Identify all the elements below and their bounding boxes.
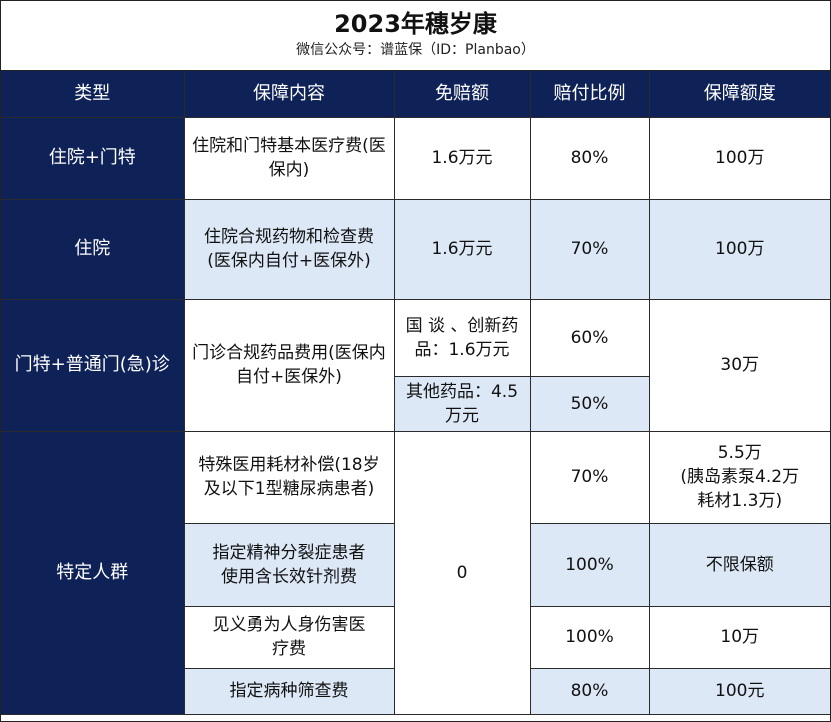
title-block: 2023年穗岁康 微信公众号：谱蓝保（ID：Planbao） — [1, 1, 830, 71]
column-header-ratio: 赔付比例 — [529, 71, 650, 118]
column-header-amount: 保障额度 — [648, 71, 830, 118]
amount-cell: 100万 — [648, 198, 830, 300]
column-header-type: 类型 — [1, 71, 185, 118]
table-row: 门特+普通门(急)诊 门诊合规药品费用(医保内自付+医保外) 国 谈 、创新药品… — [1, 298, 830, 432]
deductible-cell: 0 — [393, 430, 531, 715]
amount-cell: 5.5万 (胰岛素泵4.2万 耗材1.3万) — [648, 430, 830, 524]
page-subtitle: 微信公众号：谱蓝保（ID：Planbao） — [296, 42, 535, 58]
ratio-cell: 60% — [529, 298, 650, 377]
table-row: 见义勇为人身伤害医疗费 100% 10万 — [1, 605, 830, 669]
header-row: 类型 保障内容 免赔额 赔付比例 保障额度 — [1, 71, 830, 118]
benefit-table: 类型 保障内容 免赔额 赔付比例 保障额度 住院+门特 住院和门特基本医疗费(医… — [1, 71, 830, 715]
ratio-cell: 100% — [529, 605, 650, 669]
ratio-cell: 70% — [529, 198, 650, 300]
amount-cell: 100元 — [648, 667, 830, 715]
deductible-cell: 1.6万元 — [393, 198, 531, 300]
column-header-deductible: 免赔额 — [393, 71, 531, 118]
content-cell: 门诊合规药品费用(医保内自付+医保外) — [183, 298, 395, 432]
ratio-cell: 100% — [529, 522, 650, 607]
amount-line: 5.5万 — [717, 443, 762, 463]
amount-line: (胰岛素泵4.2万 — [680, 467, 800, 487]
table-row: 住院 住院合规药物和检查费(医保内自付+医保外) 1.6万元 70% 100万 — [1, 198, 830, 300]
content-cell: 特殊医用耗材补偿(18岁及以下1型糖尿病患者) — [183, 430, 395, 524]
type-cell: 住院+门特 — [1, 116, 185, 200]
deductible-cell: 其他药品：4.5万元 — [394, 375, 531, 432]
content-cell: 见义勇为人身伤害医疗费 — [184, 605, 395, 669]
ratio-cell: 80% — [529, 116, 650, 200]
deductible-cell: 1.6万元 — [393, 116, 531, 200]
amount-cell: 30万 — [648, 298, 830, 432]
content-cell: 指定病种筛查费 — [184, 667, 395, 715]
content-cell: 住院合规药物和检查费(医保内自付+医保外) — [183, 198, 395, 300]
table-row: 住院+门特 住院和门特基本医疗费(医保内) 1.6万元 80% 100万 — [1, 116, 830, 200]
content-cell: 指定精神分裂症患者使用含长效针剂费 — [184, 522, 395, 607]
ratio-cell: 70% — [529, 430, 650, 524]
amount-cell: 不限保额 — [648, 522, 830, 607]
page-title: 2023年穗岁康 — [334, 10, 497, 38]
ratio-cell: 80% — [529, 667, 650, 715]
type-cell: 门特+普通门(急)诊 — [1, 298, 185, 432]
table-row: 特定人群 特殊医用耗材补偿(18岁及以下1型糖尿病患者) 0 70% 5.5万 … — [1, 430, 830, 715]
deductible-cell: 国 谈 、创新药品：1.6万元 — [393, 298, 531, 377]
column-header-content: 保障内容 — [183, 71, 395, 118]
type-cell: 住院 — [1, 198, 185, 300]
amount-line: 耗材1.3万) — [697, 491, 783, 511]
amount-cell: 10万 — [648, 605, 830, 669]
content-cell: 住院和门特基本医疗费(医保内) — [183, 116, 395, 200]
amount-cell: 100万 — [648, 116, 830, 200]
table-row: 指定病种筛查费 80% 100元 — [1, 667, 830, 715]
type-cell: 特定人群 — [1, 430, 185, 715]
ratio-cell: 50% — [529, 375, 649, 432]
